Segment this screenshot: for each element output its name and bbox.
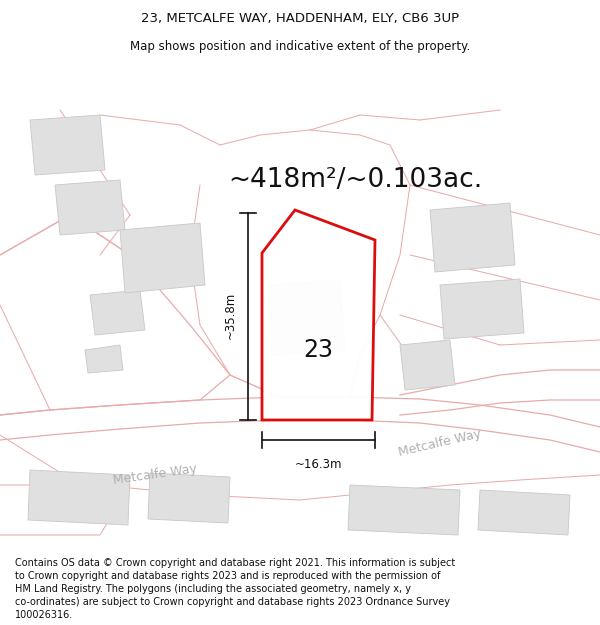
Text: Metcalfe Way: Metcalfe Way	[397, 427, 482, 459]
Polygon shape	[120, 223, 205, 293]
Polygon shape	[262, 210, 375, 420]
Text: to Crown copyright and database rights 2023 and is reproduced with the permissio: to Crown copyright and database rights 2…	[15, 571, 440, 581]
Polygon shape	[148, 473, 230, 523]
Text: co-ordinates) are subject to Crown copyright and database rights 2023 Ordnance S: co-ordinates) are subject to Crown copyr…	[15, 597, 450, 607]
Text: 23, METCALFE WAY, HADDENHAM, ELY, CB6 3UP: 23, METCALFE WAY, HADDENHAM, ELY, CB6 3U…	[141, 12, 459, 25]
Polygon shape	[90, 290, 145, 335]
Text: 23: 23	[303, 338, 333, 362]
Polygon shape	[400, 340, 455, 390]
Polygon shape	[440, 279, 524, 339]
Text: ~35.8m: ~35.8m	[223, 291, 236, 339]
Text: Metcalfe Way: Metcalfe Way	[112, 462, 198, 488]
Text: Map shows position and indicative extent of the property.: Map shows position and indicative extent…	[130, 39, 470, 52]
Text: HM Land Registry. The polygons (including the associated geometry, namely x, y: HM Land Registry. The polygons (includin…	[15, 584, 411, 594]
Polygon shape	[268, 280, 345, 355]
Polygon shape	[348, 485, 460, 535]
Text: Contains OS data © Crown copyright and database right 2021. This information is : Contains OS data © Crown copyright and d…	[15, 558, 455, 568]
Polygon shape	[55, 180, 125, 235]
Polygon shape	[30, 115, 105, 175]
Polygon shape	[85, 345, 123, 373]
Polygon shape	[430, 203, 515, 272]
Text: 100026316.: 100026316.	[15, 609, 73, 619]
Polygon shape	[478, 490, 570, 535]
Polygon shape	[28, 470, 130, 525]
Text: ~418m²/~0.103ac.: ~418m²/~0.103ac.	[228, 167, 482, 193]
Text: ~16.3m: ~16.3m	[294, 459, 342, 471]
